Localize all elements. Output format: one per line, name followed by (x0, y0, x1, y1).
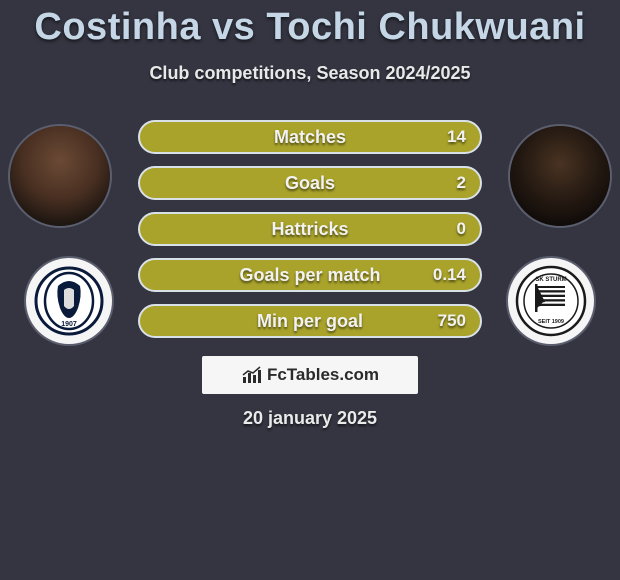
stat-label: Goals per match (239, 265, 380, 286)
stat-bar: Matches 14 (138, 120, 482, 154)
stat-label: Hattricks (271, 219, 348, 240)
player-right-portrait (508, 124, 612, 228)
stat-bar: Hattricks 0 (138, 212, 482, 246)
stat-label: Goals (285, 173, 335, 194)
date-text: 20 january 2025 (0, 408, 620, 429)
stat-label: Matches (274, 127, 346, 148)
atalanta-badge-icon: 1907 (34, 266, 104, 336)
watermark-text: FcTables.com (267, 365, 379, 385)
stat-bar: Goals 2 (138, 166, 482, 200)
chart-icon (241, 365, 263, 385)
player-right-face (510, 126, 610, 226)
stat-value: 2 (457, 173, 466, 193)
stat-label: Min per goal (257, 311, 363, 332)
stat-bar: Goals per match 0.14 (138, 258, 482, 292)
player-left-portrait (8, 124, 112, 228)
player-left-face (10, 126, 110, 226)
svg-text:SEIT 1909: SEIT 1909 (538, 319, 564, 325)
player-right-club-badge: SK STURM SEIT 1909 (506, 256, 596, 346)
stat-value: 0 (457, 219, 466, 239)
svg-text:SK STURM: SK STURM (535, 277, 566, 283)
subtitle: Club competitions, Season 2024/2025 (0, 63, 620, 84)
stat-value: 750 (438, 311, 466, 331)
stat-value: 0.14 (433, 265, 466, 285)
stats-bars: Matches 14 Goals 2 Hattricks 0 Goals per… (138, 120, 482, 350)
player-left-club-badge: 1907 (24, 256, 114, 346)
watermark: FcTables.com (202, 356, 418, 394)
stat-value: 14 (447, 127, 466, 147)
stat-bar: Min per goal 750 (138, 304, 482, 338)
svg-text:1907: 1907 (61, 321, 77, 328)
page-title: Costinha vs Tochi Chukwuani (0, 0, 620, 49)
sturm-graz-badge-icon: SK STURM SEIT 1909 (515, 265, 587, 337)
